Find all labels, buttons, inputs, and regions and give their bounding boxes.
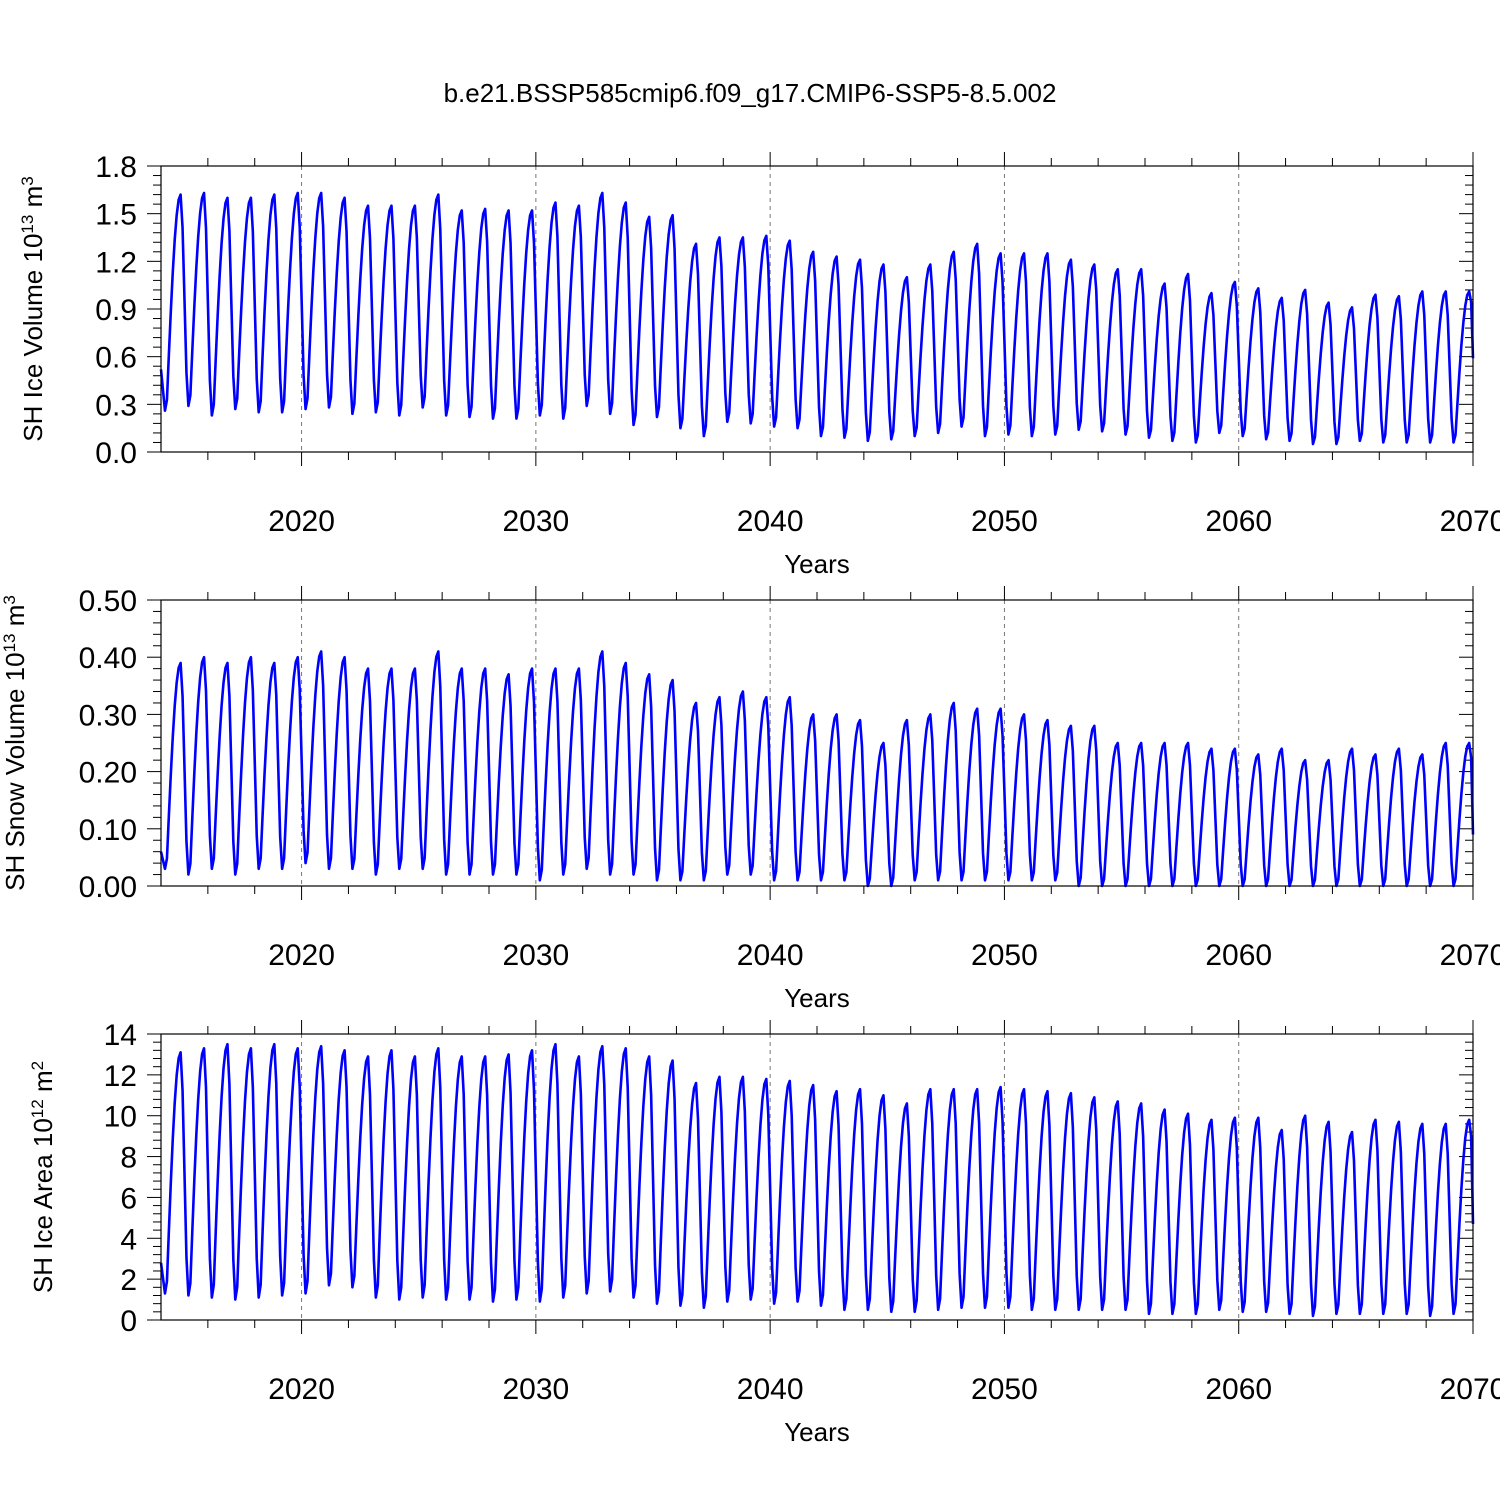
snow-volume-panel: 2020 2030 2040 2050 2060 2070 0.00 0.10 0.20 0.30… (0, 585, 1500, 1013)
ice-volume-x-tick-label: 2050 (971, 505, 1038, 538)
ice-volume-x-axis-label: Years (784, 549, 850, 579)
ice-area-x-tick-label: 2030 (502, 1373, 569, 1406)
ice-volume-y-tick-label: 0.6 (95, 342, 137, 375)
ice-volume-y-tick-label: 1.8 (95, 151, 137, 184)
snow-volume-plot-frame (160, 599, 1474, 887)
snow-volume-series-line (159, 650, 1475, 888)
snow-volume-y-label-ylabel-unit-exp: 3 (0, 595, 19, 604)
ice-volume-x-tick-label: 2070 (1440, 505, 1500, 538)
ice-area-y-tick-label: 8 (120, 1142, 137, 1175)
ice-volume-y-axis-label: SH Ice Volume 1013 m3 (18, 176, 49, 441)
ice-area-y-label-ylabel-exp: 12 (28, 1099, 47, 1118)
snow-volume-y-label-ylabel-exp: 13 (0, 633, 19, 652)
snow-volume-x-tick-label: 2030 (502, 939, 569, 972)
ice-area-x-tick-label: 2070 (1440, 1373, 1500, 1406)
ice-area-y-label-ylabel-unit-exp: 2 (28, 1061, 47, 1070)
ice-volume-x-tick-label: 2030 (502, 505, 569, 538)
ice-area-x-tick-label: 2060 (1205, 1373, 1272, 1406)
snow-volume-y-tick-label: 0.10 (79, 814, 137, 847)
ice-area-x-tick-label: 2050 (971, 1373, 1038, 1406)
ice-area-y-tick-label: 6 (120, 1182, 137, 1215)
panels: 2020 2030 2040 2050 2060 2070 0.0 0.3 0.6 0.9 1.2 1… (0, 151, 1500, 1447)
ice-area-y-label-ylabel-unit: m (28, 1070, 58, 1099)
ice-area-y-label-ylabel-main: SH Ice Area 10 (28, 1118, 58, 1293)
snow-volume-x-tick-label: 2050 (971, 939, 1038, 972)
ice-volume-y-label-ylabel-unit-exp: 3 (18, 176, 37, 185)
ice-volume-y-tick-label: 0.3 (95, 389, 137, 422)
snow-volume-y-tick-label: 0.20 (79, 757, 137, 790)
snow-volume-y-axis-label: SH Snow Volume 1013 m3 (0, 595, 30, 891)
snow-volume-x-tick-label: 2060 (1205, 939, 1272, 972)
ice-area-plot-frame (160, 1033, 1474, 1321)
ice-volume-series-line (159, 191, 1475, 446)
snow-volume-y-tick-label: 0.40 (79, 642, 137, 675)
ice-volume-plot-frame (160, 165, 1474, 453)
ice-volume-y-label-ylabel-exp: 13 (18, 215, 37, 234)
snow-volume-y-tick-label: 0.50 (79, 585, 137, 618)
ice-volume-y-tick-label: 1.5 (95, 199, 137, 232)
ice-volume-x-tick-label: 2060 (1205, 505, 1272, 538)
ice-area-x-tick-label: 2040 (737, 1373, 804, 1406)
snow-volume-y-label-ylabel-unit: m (0, 605, 30, 634)
ice-area-x-axis-label: Years (784, 1417, 850, 1447)
ice-area-y-tick-label: 14 (104, 1019, 137, 1052)
ice-area-y-tick-label: 4 (120, 1223, 137, 1256)
ice-volume-y-tick-label: 0.0 (95, 437, 137, 470)
snow-volume-y-tick-label: 0.00 (79, 871, 137, 904)
ice-area-series-line (159, 1042, 1475, 1318)
ice-area-y-axis-label: SH Ice Area 1012 m2 (28, 1061, 59, 1293)
ice-volume-x-tick-label: 2020 (268, 505, 335, 538)
figure-title: b.e21.BSSP585cmip6.f09_g17.CMIP6-SSP5-8.… (444, 78, 1057, 108)
ice-volume-y-label-ylabel-unit: m (18, 186, 48, 215)
ice-area-y-tick-label: 12 (104, 1060, 137, 1093)
snow-volume-x-axis-label: Years (784, 983, 850, 1013)
snow-volume-x-tick-label: 2020 (268, 939, 335, 972)
snow-volume-y-label-ylabel-main: SH Snow Volume 10 (0, 652, 30, 890)
ice-volume-x-tick-label: 2040 (737, 505, 804, 538)
ice-area-x-tick-label: 2020 (268, 1373, 335, 1406)
ice-area-y-tick-label: 10 (104, 1101, 137, 1134)
ice-area-y-tick-label: 2 (120, 1264, 137, 1297)
ice-volume-panel: 2020 2030 2040 2050 2060 2070 0.0 0.3 0.6 0.9 1.2 1… (18, 151, 1500, 579)
ice-area-panel: 2020 2030 2040 2050 2060 2070 0 2 4 6 8 10 12 14 Years… (28, 1019, 1500, 1447)
snow-volume-y-tick-label: 0.30 (79, 699, 137, 732)
ice-area-y-tick-label: 0 (120, 1305, 137, 1338)
ice-volume-y-tick-label: 1.2 (95, 246, 137, 279)
ice-volume-y-tick-label: 0.9 (95, 294, 137, 327)
snow-volume-x-tick-label: 2070 (1440, 939, 1500, 972)
snow-volume-x-tick-label: 2040 (737, 939, 804, 972)
ice-volume-y-label-ylabel-main: SH Ice Volume 10 (18, 234, 48, 442)
